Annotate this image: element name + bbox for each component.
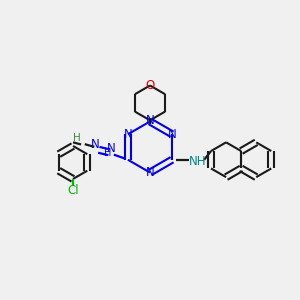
- Text: N: N: [91, 138, 100, 151]
- Text: NH: NH: [189, 155, 206, 168]
- Text: N: N: [146, 166, 154, 179]
- Text: H: H: [73, 133, 81, 142]
- Text: N: N: [124, 128, 132, 141]
- Text: N: N: [168, 128, 176, 141]
- Text: N: N: [146, 114, 154, 127]
- Text: O: O: [146, 79, 154, 92]
- Text: N: N: [107, 142, 116, 155]
- Text: H: H: [104, 148, 112, 158]
- Text: Cl: Cl: [67, 184, 79, 197]
